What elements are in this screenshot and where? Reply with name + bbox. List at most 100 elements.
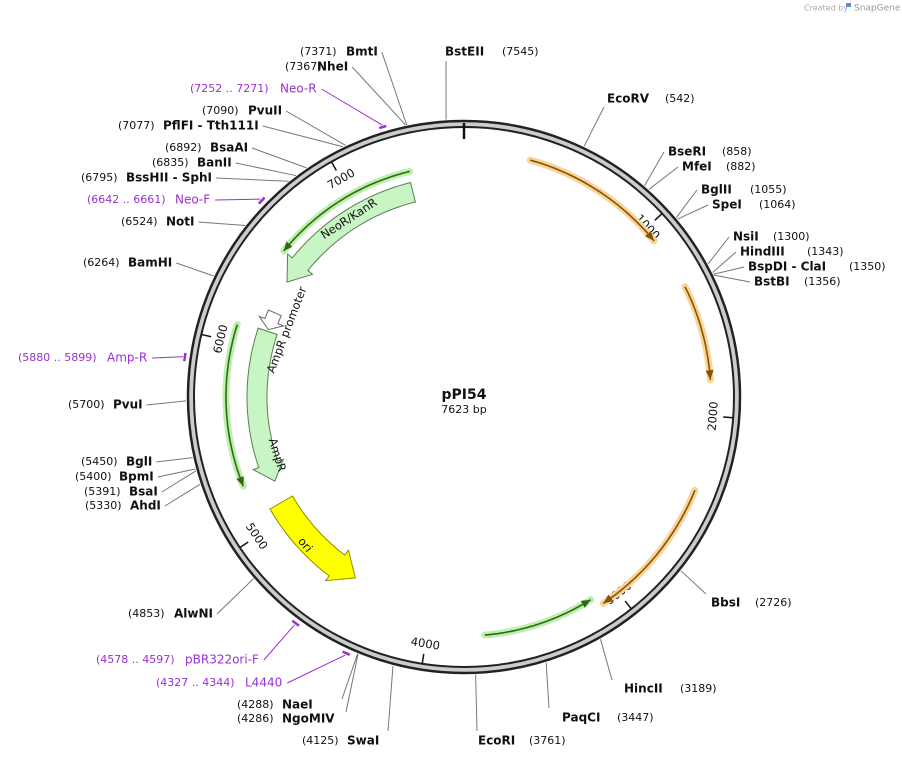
site-name: BglI [126,455,152,469]
arc-arrowhead [705,369,714,380]
site-position: (4853) [128,607,165,620]
arc-line [684,286,712,380]
site-position: (1064) [759,198,796,211]
site-name: BssHII - SphI [126,171,212,185]
site-position: (3189) [680,682,717,695]
ruler-label: 4000 [410,634,441,652]
site-position: (1300) [773,230,810,243]
arc-arrowhead [580,599,591,608]
site-leader [713,274,751,283]
site-leader [164,483,201,507]
site-position: (5391) [84,485,121,498]
site-leader [161,470,197,493]
site-position: (5450) [81,455,118,468]
site-position: (542) [665,92,695,105]
credit: Created by [804,4,848,13]
site-position: (4288) [237,698,274,711]
ruler-label: 2000 [705,401,721,431]
feature-arrow [257,309,286,331]
primer-range: (5880 .. 5899) [18,351,97,364]
brand-icon [846,3,851,7]
backbone-outer [186,119,742,675]
site-leader [475,674,478,732]
site-leader [680,570,707,595]
ruler-tick [624,600,632,610]
site-position: (7090) [202,104,239,117]
ruler-tick [421,653,425,664]
primer-leader [152,356,183,359]
site-position: (4286) [237,712,274,725]
site-position: (858) [722,145,752,158]
arc-arrowhead [236,476,244,487]
primer-range: (4578 .. 4597) [96,653,175,666]
site-name: AlwNI [174,607,213,621]
site-name: BstBI [754,275,790,289]
primer-leader [321,88,383,126]
site-name: MfeI [682,160,712,174]
site-position: (6835) [152,156,189,169]
primer-name: pBR322ori-F [185,653,259,667]
site-position: (7371) [300,45,337,58]
site-name: SpeI [712,198,742,212]
arc-halo [481,596,595,639]
primer-name: Neo-F [175,193,210,207]
site-name: AhdI [130,499,161,513]
site-leader [677,204,709,220]
site-position: (3447) [617,711,654,724]
site-leader [146,400,187,406]
site-position: (5330) [85,499,122,512]
ruler-tick [654,213,663,221]
arc-line [529,159,655,242]
feature-arrow [246,327,285,482]
site-name: BpmI [119,470,154,484]
site-leader [235,162,297,177]
site-leader [285,110,346,146]
site-name: PvuI [113,398,143,412]
site-name: BsaAI [210,141,248,155]
site-name: BbsI [711,596,740,610]
site-leader [713,266,745,275]
feature-arrow [269,495,356,582]
site-leader [381,51,408,126]
site-position: (5400) [75,470,112,483]
site-leader [157,468,196,478]
site-name: EcoRV [607,92,650,106]
site-leader [583,106,605,147]
ruler-tick [330,161,338,171]
site-position: (1356) [804,275,841,288]
site-name: SwaI [347,734,379,748]
arc-line [225,324,245,487]
arc-line [602,489,696,605]
primer-range: (7252 .. 7271) [190,82,269,95]
ruler-label: 6000 [210,323,230,355]
site-position: (7367) [285,60,322,73]
site-name: BspDI - ClaI [748,260,826,274]
brand: SnapGene [854,4,901,14]
site-position: (6524) [121,215,158,228]
site-leader [675,189,698,218]
site-name: BamHI [128,256,172,270]
plasmid-length: 7623 bp [441,403,486,416]
ruler-tick [723,416,734,419]
site-name: EcoRI [478,734,515,748]
site-position: (1343) [807,245,844,258]
site-position: (6264) [83,256,120,269]
site-name: NotI [166,215,195,229]
site-leader [712,251,737,273]
site-leader [387,665,394,732]
site-leader [176,262,214,277]
site-name: HindIII [740,245,785,259]
site-position: (1350) [849,260,886,273]
site-position: (882) [726,160,756,173]
site-name: PvuII [248,104,282,118]
arc-halo [526,156,658,245]
arc-line [484,599,592,636]
site-leader [215,177,289,182]
primer-leader [263,624,295,661]
site-position: (6892) [165,141,202,154]
plasmid-name: pPI54 [442,387,487,403]
site-position: (1055) [750,183,787,196]
ruler-label: 5000 [243,520,271,552]
primer-mark [342,650,351,656]
site-leader [648,166,679,190]
